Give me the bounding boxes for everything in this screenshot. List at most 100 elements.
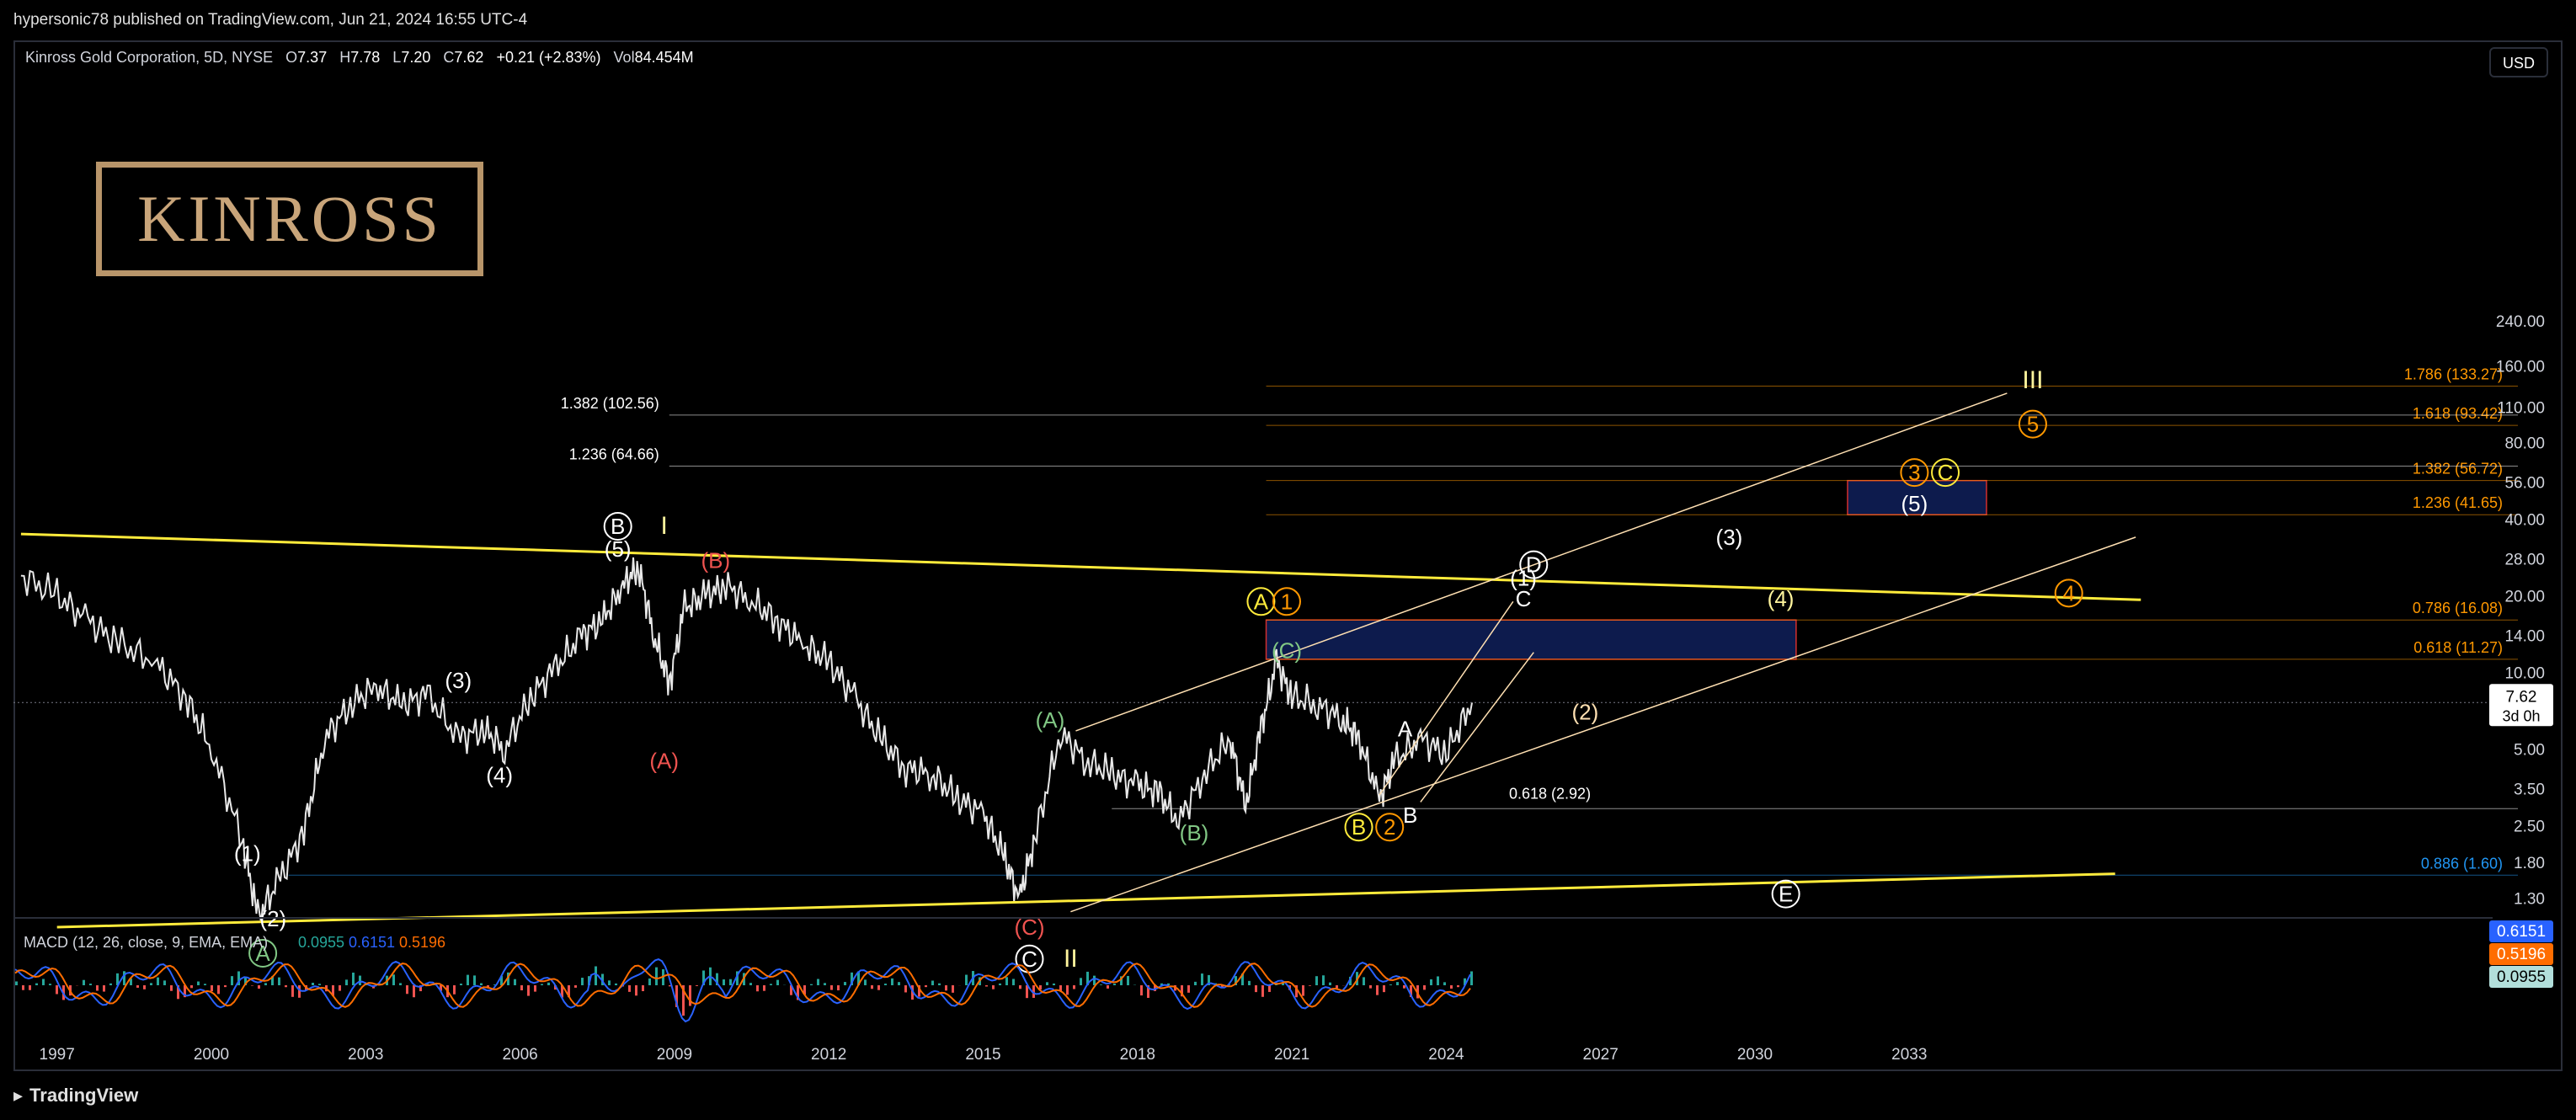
trendline bbox=[1070, 536, 2136, 913]
wave-label: B bbox=[1403, 803, 1417, 828]
wave-labels: B I(5) (B)(3)(4)(A)(1)(2)A(A)(B)(C)(C)C IIA… bbox=[234, 366, 2083, 973]
macd-tag: 0.6151 bbox=[2497, 923, 2546, 941]
macd-hist-bar bbox=[1208, 974, 1210, 985]
macd-hist-bar bbox=[56, 985, 58, 995]
macd-hist-bar bbox=[904, 985, 907, 993]
macd-hist-bar bbox=[440, 985, 442, 991]
currency-button[interactable]: USD bbox=[2489, 47, 2548, 77]
macd-hist-bar bbox=[130, 979, 132, 985]
price-line bbox=[20, 557, 1473, 923]
macd-hist-bar bbox=[1363, 977, 1365, 985]
macd-hist-bar bbox=[507, 972, 509, 985]
macd-hist-bar bbox=[844, 982, 846, 985]
fib-label: 1.618 (93.42) bbox=[2413, 405, 2503, 422]
wave-label: III bbox=[2022, 366, 2043, 394]
macd-hist-bar bbox=[184, 985, 186, 998]
macd-hist-bar bbox=[177, 985, 179, 1000]
macd-hist-bar bbox=[1181, 985, 1183, 997]
macd-hist-bar bbox=[763, 985, 765, 991]
macd-hist-bar bbox=[1302, 985, 1304, 996]
macd-hist-bar bbox=[413, 985, 415, 998]
symbol-legend: Kinross Gold Corporation, 5D, NYSE O7.37… bbox=[25, 49, 694, 67]
macd-hist-bar bbox=[1255, 985, 1257, 993]
wave-label: (2) bbox=[1571, 699, 1598, 724]
target-zones bbox=[1265, 479, 1987, 660]
macd-hist-bar bbox=[601, 973, 604, 985]
wave-circle bbox=[603, 512, 632, 541]
macd-hist-value: 0.0955 bbox=[298, 934, 344, 951]
wave-circle bbox=[1519, 550, 1549, 579]
macd-hist-bar bbox=[365, 984, 368, 985]
macd-hist-bar bbox=[527, 985, 530, 996]
close-value: 7.62 bbox=[454, 49, 484, 66]
macd-hist-bar bbox=[514, 979, 516, 985]
wave-circle bbox=[1375, 813, 1405, 842]
symbol-name: Kinross Gold Corporation, 5D, NYSE bbox=[25, 49, 274, 66]
wave-label: (3) bbox=[1716, 525, 1743, 550]
wave-circle bbox=[248, 938, 278, 968]
macd-hist-bar bbox=[352, 972, 355, 985]
wave-label: A bbox=[255, 941, 270, 966]
macd-hist-bar bbox=[170, 985, 173, 991]
macd-hist-bar bbox=[770, 984, 772, 985]
macd-hist-bar bbox=[493, 984, 496, 985]
wave-label: (1) bbox=[234, 840, 261, 866]
x-tick-label: 2033 bbox=[1891, 1046, 1927, 1064]
macd-hist-bar bbox=[568, 985, 570, 998]
macd-hist-bar bbox=[332, 985, 334, 996]
macd-hist-bar bbox=[830, 985, 833, 990]
macd-hist-bar bbox=[312, 982, 314, 985]
y-tick-label: 240.00 bbox=[2496, 313, 2545, 331]
high-value: 7.78 bbox=[350, 49, 381, 66]
wave-label: 3 bbox=[1908, 460, 1920, 485]
macd-hist-bar bbox=[1140, 985, 1143, 996]
macd-hist-bar bbox=[1201, 973, 1203, 985]
y-tick-label: 1.80 bbox=[2514, 855, 2545, 872]
tradingview-brand: TradingView bbox=[29, 1085, 139, 1106]
macd-hist-bar bbox=[669, 985, 671, 987]
macd-hist-bar bbox=[595, 966, 597, 985]
macd-hist-bar bbox=[1396, 982, 1399, 985]
macd-hist-bar bbox=[1383, 985, 1385, 993]
last-price-tag-bg bbox=[2489, 684, 2553, 727]
signal-tag-bg bbox=[2489, 943, 2553, 965]
wave-label: II bbox=[1064, 945, 1078, 973]
wave-label: (A) bbox=[649, 748, 679, 773]
macd-hist-bar bbox=[231, 976, 233, 985]
fib-levels: 1.786 (133.27) 1.618 (93.42) 1.382 (56.72)… bbox=[288, 365, 2518, 876]
macd-hist-bar bbox=[898, 982, 900, 985]
macd-hist-bar bbox=[1275, 984, 1277, 985]
chart-area[interactable] bbox=[13, 40, 2563, 1071]
macd-hist-bar bbox=[89, 984, 92, 985]
macd-hist-bar bbox=[237, 971, 240, 985]
wave-label: (B) bbox=[1180, 820, 1209, 845]
open-label: O bbox=[285, 49, 298, 66]
macd-hist-bar bbox=[1039, 985, 1042, 989]
macd-hist-bar bbox=[574, 985, 577, 988]
macd-hist-bar bbox=[736, 971, 739, 985]
macd-hist-bar bbox=[1194, 981, 1197, 985]
macd-hist-bar bbox=[1127, 975, 1129, 985]
wave-circle bbox=[1272, 587, 1301, 616]
macd-hist-bar bbox=[345, 979, 348, 985]
wave-label: 5 bbox=[2027, 412, 2039, 437]
macd-hist-bar bbox=[1349, 976, 1352, 985]
macd-hist-bar bbox=[359, 975, 361, 985]
macd-hist-bar bbox=[1336, 985, 1338, 989]
macd-hist-bar bbox=[426, 984, 429, 985]
macd-hist-bar bbox=[1241, 973, 1244, 985]
y-tick-label: 10.00 bbox=[2504, 665, 2545, 683]
macd-line-value: 0.6151 bbox=[349, 934, 395, 951]
x-tick-label: 2030 bbox=[1737, 1046, 1773, 1064]
fib-label: 0.886 (1.60) bbox=[2421, 855, 2503, 872]
macd-hist-bar bbox=[1329, 982, 1331, 985]
wave-label: (4) bbox=[486, 763, 513, 788]
wave-label: B bbox=[1352, 814, 1366, 840]
macd-hist-bar bbox=[1026, 985, 1028, 999]
macd-hist-bar bbox=[1066, 985, 1069, 995]
tradingview-logo[interactable]: ▸ TradingView bbox=[13, 1085, 138, 1107]
macd-hist-bar bbox=[1430, 979, 1432, 985]
wave-label: B bbox=[611, 514, 625, 539]
macd-hist-bar bbox=[1315, 976, 1318, 985]
macd-hist-bar bbox=[224, 985, 227, 988]
